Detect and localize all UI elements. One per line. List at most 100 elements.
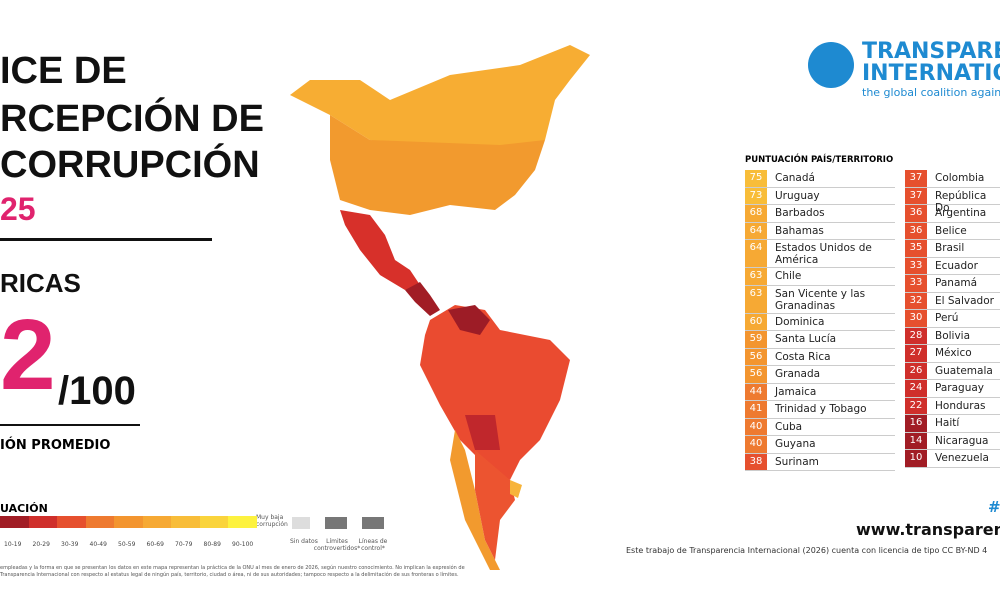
canada <box>290 45 590 160</box>
region: RICAS <box>0 268 81 298</box>
table-row: 63 San Vicente y las Granadinas <box>745 285 895 314</box>
table-row: 33 Panamá <box>905 275 1000 293</box>
table-row: 37 Colombia <box>905 170 1000 188</box>
country: Belice <box>935 224 967 237</box>
url: www.transparency. <box>856 520 1000 539</box>
country: Paraguay <box>935 382 985 394</box>
country: Nicaragua <box>935 434 989 447</box>
score: 37 <box>905 170 927 187</box>
score: 33 <box>905 275 927 292</box>
title-line: RCEPCIÓN DE <box>0 98 264 140</box>
legend-label: Límites controvertidos* <box>313 538 361 552</box>
score: 33 <box>905 257 927 274</box>
country: Bahamas <box>775 224 824 237</box>
score: 63 <box>745 268 767 285</box>
note: Transparencia Internacional con respecto… <box>0 572 459 578</box>
score: 14 <box>905 432 927 449</box>
country: Panamá <box>935 277 978 289</box>
legend-range: 70-79 <box>175 541 193 548</box>
uruguay <box>510 480 522 498</box>
score: 56 <box>745 348 767 365</box>
table-row: 16 Haití <box>905 415 1000 433</box>
score: 40 <box>745 418 767 435</box>
argentina <box>475 450 515 560</box>
country: Costa Rica <box>775 350 831 363</box>
country: Canadá <box>775 172 815 184</box>
score: 44 <box>745 383 767 400</box>
table-row: 28 Bolivia <box>905 327 1000 345</box>
table-row: 24 Paraguay <box>905 380 1000 398</box>
legend-range: 90-100 <box>232 541 254 548</box>
legend-swatch <box>57 516 86 528</box>
country: Honduras <box>935 399 986 412</box>
legend-swatch <box>0 516 29 528</box>
score: 68 <box>745 205 767 222</box>
country: Colombia <box>935 172 985 184</box>
table-row: 44 Jamaica <box>745 383 895 401</box>
chile <box>450 430 500 570</box>
legend-swatch <box>325 517 347 529</box>
score: 64 <box>745 240 767 267</box>
country: Perú <box>935 312 959 324</box>
country: Barbados <box>775 207 825 219</box>
table-row: 14 Nicaragua <box>905 432 1000 450</box>
score-max: /100 <box>58 369 136 413</box>
score: 38 <box>745 453 767 470</box>
table-row: 36 Argentina <box>905 205 1000 223</box>
score: 30 <box>905 310 927 327</box>
year: 25 <box>0 191 36 227</box>
logo-text: INTERNATIO <box>862 61 1000 86</box>
score: 22 <box>905 397 927 414</box>
table-row: 75 Canadá <box>745 170 895 188</box>
country: Granada <box>775 368 821 380</box>
country: Guyana <box>775 438 816 450</box>
country: Bolivia <box>935 329 971 342</box>
score: 64 <box>745 222 767 239</box>
score-caption: IÓN PROMEDIO <box>0 438 111 453</box>
country: Venezuela <box>935 452 989 464</box>
logo-text: TRANSPARE <box>862 39 1000 64</box>
score: 73 <box>745 187 767 204</box>
title-line: CORRUPCIÓN <box>0 144 260 186</box>
legend-label: Líneas de control* <box>358 538 388 552</box>
table-row: 22 Honduras <box>905 397 1000 415</box>
average-score: 2 <box>0 299 56 411</box>
score: 40 <box>745 436 767 453</box>
score: 59 <box>745 331 767 348</box>
score: 75 <box>745 170 767 187</box>
table-row: 56 Granada <box>745 366 895 384</box>
table-row: 60 Dominica <box>745 313 895 331</box>
legend-range: 40-49 <box>89 541 107 548</box>
country: Ecuador <box>935 259 978 272</box>
hashtag: # <box>988 498 1000 516</box>
table-row: 30 Perú <box>905 310 1000 328</box>
score: 60 <box>745 313 767 330</box>
country: Argentina <box>935 207 987 219</box>
table-row: 37 República Do <box>905 187 1000 214</box>
score: 37 <box>905 187 927 204</box>
table-row: 63 Chile <box>745 268 895 286</box>
legend-range: 20-29 <box>32 541 50 548</box>
title-line: ICE DE <box>0 50 127 92</box>
score: 27 <box>905 345 927 362</box>
legend-swatch <box>85 516 114 528</box>
legend-range: 50-59 <box>118 541 136 548</box>
mexico <box>340 210 420 290</box>
score: 56 <box>745 366 767 383</box>
country: Chile <box>775 270 802 282</box>
country: Dominica <box>775 315 825 328</box>
table-row: 59 Santa Lucía <box>745 331 895 349</box>
table-row: 68 Barbados <box>745 205 895 223</box>
table-row: 26 Guatemala <box>905 362 1000 380</box>
table-row: 32 El Salvador <box>905 292 1000 310</box>
table-row: 40 Guyana <box>745 436 895 454</box>
legend-swatch <box>28 516 57 528</box>
score: 16 <box>905 415 927 432</box>
legend-range: 10-19 <box>4 541 22 548</box>
country: Guatemala <box>935 364 993 377</box>
legend-swatch <box>228 516 257 528</box>
south-america <box>420 305 570 480</box>
legend-swatch <box>142 516 171 528</box>
score: 24 <box>905 380 927 397</box>
map <box>290 45 590 570</box>
